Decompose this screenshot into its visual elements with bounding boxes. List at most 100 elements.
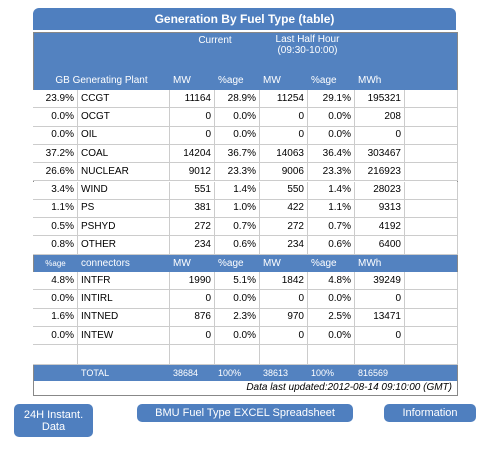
column-header: %age: [311, 75, 337, 86]
cell: [405, 308, 458, 327]
cell: [405, 199, 458, 219]
cell: 208: [355, 108, 405, 127]
cell: 9313: [355, 199, 405, 219]
total-value: 100%: [218, 367, 242, 378]
cell: 381: [170, 199, 215, 219]
total-value: 100%: [311, 367, 335, 378]
cell: [405, 108, 458, 127]
total-label: TOTAL: [81, 367, 110, 378]
cell: 23.3%: [308, 163, 355, 182]
row-label: OTHER: [78, 236, 170, 255]
cell: 0: [170, 290, 215, 309]
row-label: NUCLEAR: [78, 163, 170, 182]
cell: 0.0%: [308, 290, 355, 309]
cell: 1.1%: [33, 199, 78, 219]
cell: 1.4%: [308, 181, 355, 200]
cell: [355, 345, 405, 365]
cell: 0: [260, 126, 308, 145]
cell: [260, 345, 308, 365]
cell: 0: [355, 290, 405, 309]
column-header: MWh: [358, 75, 382, 86]
cell: 37.2%: [33, 144, 78, 164]
updated-note: Data last updated:2012-08-14 09:10:00 (G…: [246, 382, 452, 393]
cell: 36.4%: [308, 144, 355, 164]
cell: 0.8%: [33, 236, 78, 255]
cell: 0: [355, 326, 405, 346]
cell: 0.0%: [308, 108, 355, 127]
column-header: MW: [263, 257, 281, 269]
cell: 2.3%: [215, 308, 260, 327]
total-value: 816569: [358, 367, 389, 378]
column-header: MW: [173, 257, 191, 269]
column-header: %age: [218, 257, 244, 269]
cell: 0.0%: [215, 326, 260, 346]
row-label: INTIRL: [78, 290, 170, 309]
row-label: INTFR: [78, 272, 170, 291]
cell: 36.7%: [215, 144, 260, 164]
cell: 23.3%: [215, 163, 260, 182]
row-label: WIND: [78, 181, 170, 200]
row-label: COAL: [78, 144, 170, 164]
header-label: Last Half Hour: [275, 34, 340, 45]
cell: 0.7%: [308, 218, 355, 237]
cell: 0.0%: [308, 326, 355, 346]
cell: [405, 272, 458, 291]
cell: 4192: [355, 218, 405, 237]
cell: [405, 290, 458, 309]
cell: 13471: [355, 308, 405, 327]
cell: 2.5%: [308, 308, 355, 327]
cell: 0: [260, 108, 308, 127]
cell: 1.0%: [215, 199, 260, 219]
row-label: OIL: [78, 126, 170, 145]
total-value: 38684: [173, 367, 199, 378]
cell: 28023: [355, 181, 405, 200]
cell: 1990: [170, 272, 215, 291]
title: Generation By Fuel Type (table): [33, 8, 456, 30]
button[interactable]: 24H Instant. Data: [14, 404, 93, 437]
cell: 0: [260, 326, 308, 346]
cell: [405, 163, 458, 182]
cell: 0: [355, 126, 405, 145]
cell: [215, 345, 260, 365]
cell: 26.6%: [33, 163, 78, 182]
cell: 11254: [260, 90, 308, 109]
cell: 14204: [170, 144, 215, 164]
cell: 23.9%: [33, 90, 78, 109]
cell: [405, 90, 458, 109]
cell: [78, 345, 170, 365]
cell: 4.8%: [308, 272, 355, 291]
cell: 0.0%: [33, 108, 78, 127]
row-label: INTEW: [78, 326, 170, 346]
cell: 29.1%: [308, 90, 355, 109]
cell: 1.4%: [215, 181, 260, 200]
cell: [405, 181, 458, 200]
cell: 234: [170, 236, 215, 255]
total-bg: [33, 365, 458, 381]
cell: 0.0%: [33, 290, 78, 309]
cell: 234: [260, 236, 308, 255]
cell: 0.0%: [215, 108, 260, 127]
cell: 0.6%: [308, 236, 355, 255]
cell: 303467: [355, 144, 405, 164]
cell: 970: [260, 308, 308, 327]
cell: 3.4%: [33, 181, 78, 200]
cell: 0: [170, 126, 215, 145]
cell: 5.1%: [215, 272, 260, 291]
cell: 4.8%: [33, 272, 78, 291]
cell: 9012: [170, 163, 215, 182]
cell: 216923: [355, 163, 405, 182]
cell: [405, 126, 458, 145]
cell: [405, 236, 458, 255]
button[interactable]: Information: [384, 404, 476, 422]
column-header: MWh: [358, 257, 382, 269]
cell: [170, 345, 215, 365]
cell: 6400: [355, 236, 405, 255]
column-header: %age: [218, 75, 244, 86]
cell: 14063: [260, 144, 308, 164]
cell: 0: [170, 326, 215, 346]
column-header: %age: [311, 257, 337, 269]
header-label: connectors: [81, 257, 130, 269]
button[interactable]: BMU Fuel Type EXCEL Spreadsheet: [137, 404, 353, 422]
cell: 1.1%: [308, 199, 355, 219]
